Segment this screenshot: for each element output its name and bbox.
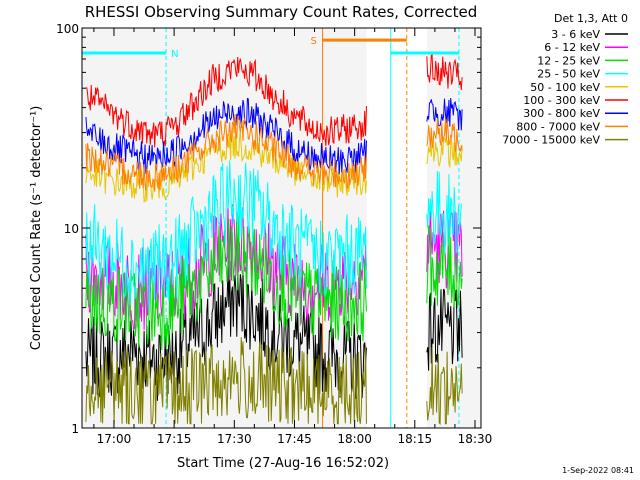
legend-label-4: 25 - 50 keV	[537, 68, 600, 81]
annotation-label-N: N	[171, 49, 178, 60]
legend-label-9: 7000 - 15000 keV	[502, 134, 600, 147]
footer-date: 1-Sep-2022 08:41	[562, 466, 634, 475]
series-line-4-seg-2	[426, 170, 463, 255]
series-line-7-seg-1	[85, 97, 367, 175]
series-line-9-seg-1	[85, 337, 367, 425]
data-gap-region	[366, 28, 427, 428]
series-layer	[85, 54, 463, 426]
series-line-6-seg-1	[85, 56, 367, 148]
x-axis-label: Start Time (27-Aug-16 16:52:02)	[177, 456, 389, 471]
x-tick-label-3: 17:30	[217, 432, 252, 446]
time-markers	[165, 28, 460, 428]
x-tick-label-1: 17:00	[97, 432, 132, 446]
x-tick-label-4: 17:45	[277, 432, 312, 446]
y-tick-label-2: 10	[64, 222, 79, 236]
x-tick-label-7: 18:30	[458, 432, 493, 446]
chart-title: RHESSI Observing Summary Count Rates, Co…	[85, 3, 478, 21]
series-5	[85, 127, 463, 203]
legend-label-2: 6 - 12 keV	[544, 41, 600, 54]
axes: 17:00 17:15 17:30 17:45 18:00 18:15 18:30 1 10 10…	[56, 22, 492, 446]
x-tick-label-2: 17:15	[157, 432, 192, 446]
series-9	[85, 337, 463, 426]
y-tick-label-1: 1	[71, 422, 79, 436]
legend-label-7: 300 - 800 keV	[523, 107, 600, 120]
series-line-8-seg-2	[426, 118, 463, 152]
annotations: NS	[81, 36, 459, 60]
series-line-6-seg-2	[426, 54, 463, 91]
series-line-5-seg-2	[426, 136, 463, 168]
series-line-7-seg-2	[426, 97, 463, 131]
series-7	[85, 97, 463, 175]
legend-label-8: 800 - 7000 keV	[516, 120, 600, 133]
legend-label-1: 3 - 6 keV	[551, 28, 600, 41]
series-8	[85, 114, 463, 192]
series-line-9-seg-2	[426, 347, 463, 426]
legend-label-3: 12 - 25 keV	[537, 54, 600, 67]
series-6	[85, 54, 463, 148]
legend-title: Det 1,3, Att 0	[554, 12, 628, 25]
series-line-5-seg-1	[85, 127, 367, 203]
series-4	[85, 160, 463, 310]
legend-label-6: 100 - 300 keV	[523, 94, 600, 107]
x-tick-label-6: 18:15	[398, 432, 433, 446]
data-gap	[366, 28, 427, 428]
series-line-4-seg-1	[85, 160, 367, 310]
series-line-1-seg-2	[426, 288, 463, 371]
series-line-8-seg-1	[85, 114, 367, 192]
y-tick-label-3: 100	[56, 22, 79, 36]
annotation-label-S: S	[311, 36, 317, 47]
x-tick-label-5: 18:00	[337, 432, 372, 446]
series-line-3-seg-1	[85, 212, 367, 351]
legend-label-5: 50 - 100 keV	[530, 81, 600, 94]
y-axis-label: Corrected Count Rate (s⁻¹ detector⁻¹)	[29, 106, 44, 351]
